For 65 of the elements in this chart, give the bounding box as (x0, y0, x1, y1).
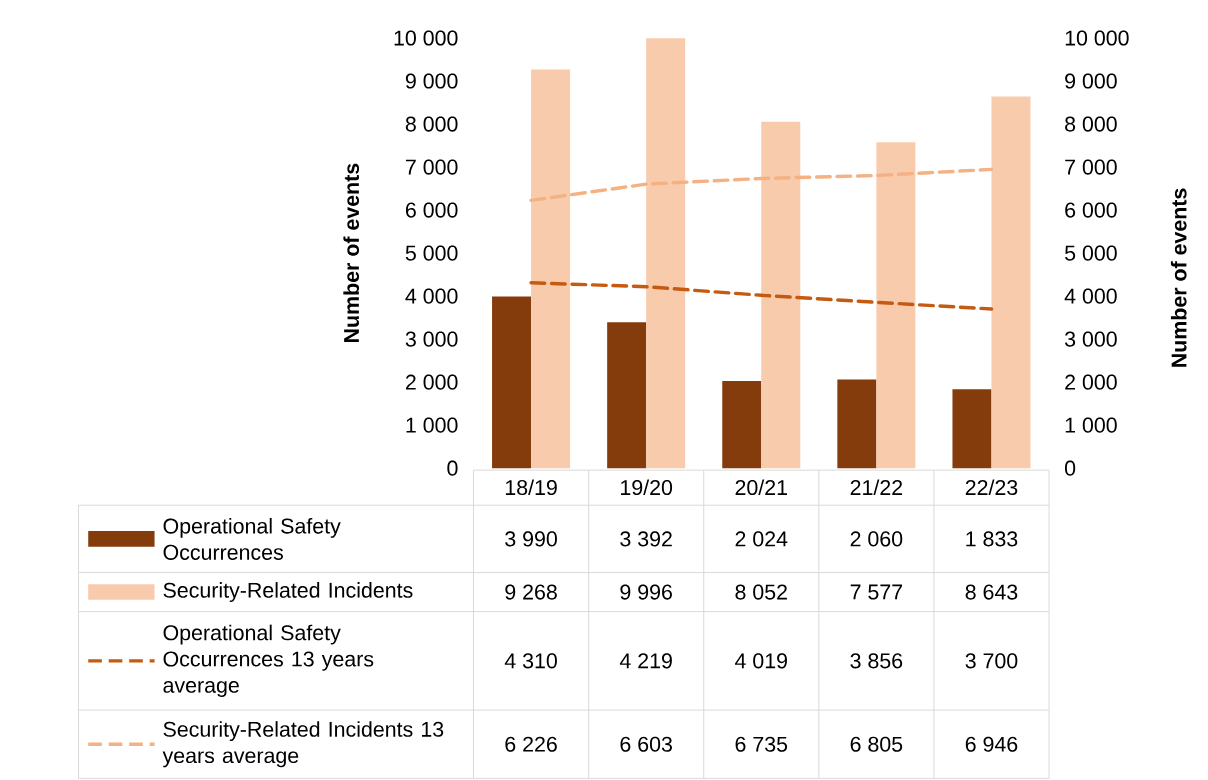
y-tick-label: 0 (447, 460, 458, 476)
data-label: 3 856 (850, 653, 903, 669)
y-tick-label: 9 000 (405, 73, 458, 89)
data-label: 6 805 (850, 736, 903, 752)
y2-tick-label: 1 000 (1065, 417, 1117, 433)
y2-tick-label: 5 000 (1065, 245, 1117, 261)
x-tick-label: 18/19 (505, 479, 557, 495)
bar (646, 38, 686, 469)
data-label: 4 019 (735, 653, 787, 669)
data-label: 6 946 (965, 736, 1018, 752)
y-tick-label: 1 000 (406, 417, 458, 433)
bar (837, 379, 877, 469)
data-label: 6 226 (505, 736, 557, 752)
data-label: 3 700 (965, 653, 1018, 669)
y-tick-label: 3 000 (405, 331, 458, 347)
x-tick-label: 21/22 (850, 479, 903, 495)
x-tick-label: 19/20 (621, 479, 673, 495)
legend-label: Security-Related Incidents 13 years average (162, 720, 444, 768)
y-tick-label: 5 000 (405, 245, 458, 261)
x-tick-label: 20/21 (735, 479, 787, 495)
data-label: 9 996 (620, 584, 672, 600)
data-label: 4 219 (619, 653, 672, 669)
data-label: 6 603 (620, 736, 672, 752)
y2-tick-label: 4 000 (1064, 288, 1117, 304)
data-label: 4 310 (504, 653, 557, 669)
data-label: 2 060 (850, 531, 903, 547)
y2-tick-label: 2 000 (1065, 374, 1117, 390)
data-label: 6 735 (735, 736, 788, 752)
line-series (529, 167, 994, 202)
y-tick-label: 4 000 (405, 288, 458, 304)
y-tick-label: 7 000 (406, 159, 458, 175)
data-label: 1 833 (966, 531, 1018, 547)
y2-tick-label: 10 000 (1065, 30, 1129, 46)
y-tick-label: 10 000 (394, 30, 458, 46)
bar (531, 69, 571, 469)
line-series (529, 280, 994, 311)
y2-axis-title: Number of events (1170, 188, 1187, 367)
y-tick-label: 8 000 (405, 116, 458, 132)
bar (722, 380, 762, 469)
bar (952, 389, 992, 469)
bar (492, 296, 532, 469)
y-tick-label: 2 000 (405, 374, 458, 390)
data-label: 8 643 (965, 584, 1018, 600)
data-label: 7 577 (850, 584, 903, 600)
y2-tick-label: 0 (1064, 460, 1076, 476)
bar (991, 96, 1031, 469)
y2-tick-label: 3 000 (1064, 331, 1117, 347)
bar (876, 142, 916, 469)
y-axis-title: Number of events (343, 163, 360, 342)
legend-label: Operational Safety Occurrences 13 years average (163, 624, 374, 697)
y2-tick-label: 7 000 (1065, 159, 1117, 175)
y2-tick-label: 8 000 (1065, 116, 1117, 132)
legend-label: Operational Safety Occurrences (163, 517, 341, 560)
data-label: 2 024 (735, 531, 788, 547)
data-label: 9 268 (505, 584, 557, 600)
data-label: 3 392 (620, 531, 672, 547)
data-label: 3 990 (505, 531, 557, 547)
y-tick-label: 6 000 (405, 202, 458, 218)
legend-label: Security-Related Incidents (163, 581, 413, 602)
data-label: 8 052 (735, 584, 787, 600)
x-tick-label: 22/23 (965, 479, 1018, 495)
y2-tick-label: 6 000 (1065, 202, 1117, 218)
bar (607, 322, 647, 469)
bar (761, 121, 801, 469)
y2-tick-label: 9 000 (1065, 73, 1117, 89)
